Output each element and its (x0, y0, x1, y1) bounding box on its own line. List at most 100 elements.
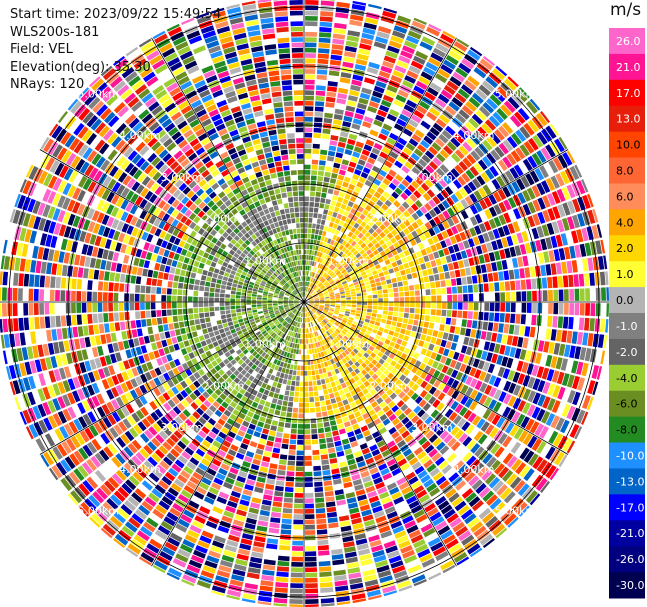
velocity-gate (319, 160, 326, 166)
velocity-gate (329, 178, 337, 184)
velocity-gate (323, 308, 329, 312)
velocity-gate (329, 307, 335, 310)
velocity-gate (319, 27, 332, 33)
velocity-gate (262, 406, 270, 413)
velocity-gate (370, 95, 381, 104)
velocity-gate (551, 400, 561, 413)
velocity-gate (388, 330, 395, 336)
velocity-gate (467, 311, 473, 319)
velocity-gate (566, 374, 575, 388)
velocity-gate (308, 255, 312, 260)
velocity-gate (454, 190, 464, 201)
velocity-gate (102, 302, 108, 312)
velocity-gate (350, 247, 356, 253)
velocity-gate (478, 254, 485, 264)
velocity-gate (209, 307, 215, 312)
velocity-gate (61, 264, 68, 277)
velocity-gate (325, 298, 330, 300)
velocity-gate (413, 352, 420, 360)
velocity-gate (305, 292, 307, 297)
velocity-gate (386, 155, 396, 164)
velocity-gate (536, 441, 547, 454)
velocity-gate (292, 407, 298, 413)
velocity-gate (569, 245, 576, 259)
velocity-gate (257, 520, 269, 527)
velocity-gate (445, 125, 456, 136)
velocity-gate (367, 308, 372, 313)
velocity-gate (181, 334, 188, 341)
velocity-gate (176, 335, 183, 343)
velocity-gate (361, 87, 372, 95)
velocity-gate (315, 229, 319, 235)
velocity-gate (403, 104, 415, 113)
velocity-gate (561, 186, 571, 201)
velocity-gate (56, 328, 63, 340)
velocity-gate (140, 311, 146, 319)
velocity-gate (420, 348, 428, 356)
velocity-gate (522, 388, 531, 401)
velocity-gate (333, 391, 340, 398)
velocity-gate (424, 221, 432, 230)
velocity-gate (579, 243, 587, 257)
velocity-gate (322, 384, 327, 390)
velocity-gate (326, 276, 331, 281)
velocity-gate (465, 387, 474, 397)
velocity-gate (381, 243, 388, 250)
velocity-gate (268, 391, 275, 398)
velocity-gate (289, 439, 297, 445)
velocity-gate (304, 106, 314, 112)
velocity-gate (7, 303, 13, 317)
velocity-gate (370, 183, 379, 191)
velocity-gate (256, 302, 262, 305)
velocity-gate (339, 291, 345, 295)
velocity-gate (210, 282, 216, 288)
velocity-gate (236, 291, 241, 296)
velocity-gate (540, 480, 550, 493)
velocity-gate (0, 287, 2, 301)
velocity-gate (520, 175, 530, 188)
velocity-gate (279, 539, 291, 546)
velocity-gate (525, 418, 535, 431)
velocity-gate (389, 109, 400, 118)
velocity-gate (369, 170, 378, 178)
velocity-gate (553, 249, 561, 262)
velocity-gate (399, 374, 407, 382)
velocity-gate (320, 11, 334, 17)
velocity-gate (336, 147, 345, 154)
velocity-gate (385, 357, 393, 364)
velocity-gate (332, 167, 339, 174)
velocity-gate (308, 297, 313, 300)
velocity-gate (393, 25, 408, 34)
velocity-gate (314, 302, 320, 304)
velocity-gate (443, 247, 450, 256)
velocity-gate (326, 285, 331, 289)
velocity-gate (542, 381, 551, 394)
velocity-gate (169, 267, 176, 274)
velocity-gate (304, 132, 313, 138)
velocity-gate (374, 242, 381, 249)
velocity-gate (304, 265, 306, 271)
velocity-gate (308, 282, 311, 287)
velocity-gate (87, 302, 92, 313)
velocity-gate (173, 322, 180, 329)
velocity-gate (143, 335, 150, 344)
velocity-gate (318, 433, 325, 439)
velocity-gate (342, 317, 348, 321)
velocity-gate (315, 497, 325, 503)
velocity-gate (383, 220, 390, 228)
velocity-gate (310, 365, 315, 370)
velocity-gate (506, 357, 514, 369)
velocity-gate (402, 201, 410, 210)
velocity-gate (381, 165, 390, 173)
velocity-gate (338, 191, 346, 198)
velocity-gate (358, 131, 368, 139)
velocity-gate (511, 181, 521, 193)
velocity-gate (374, 321, 381, 327)
velocity-gate (536, 366, 545, 378)
velocity-gate (429, 376, 437, 385)
velocity-gate (310, 418, 317, 424)
velocity-gate (44, 433, 56, 447)
velocity-gate (304, 164, 311, 170)
velocity-gate (281, 406, 287, 412)
velocity-gate (422, 356, 430, 364)
